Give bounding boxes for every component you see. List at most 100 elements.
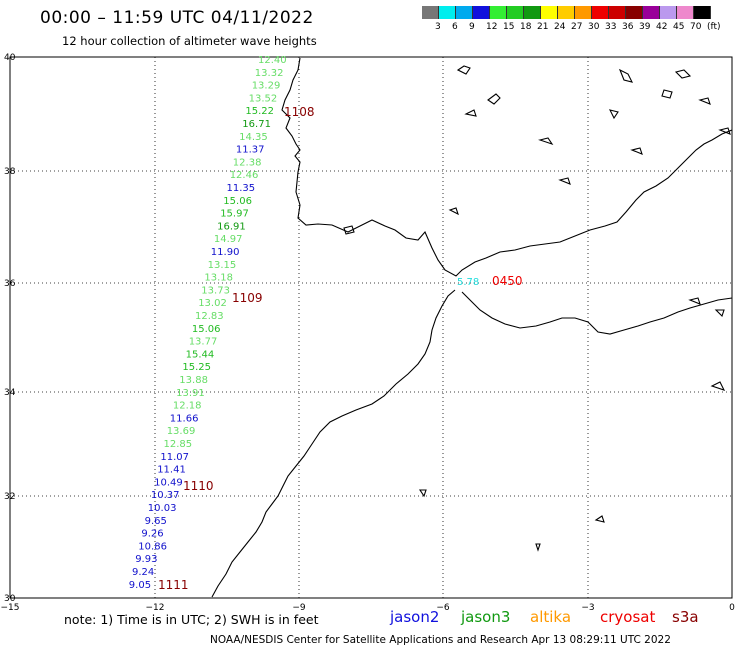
track-value: 15.06 bbox=[192, 324, 221, 335]
track-value: 15.25 bbox=[182, 362, 211, 373]
track-time: 1111 bbox=[158, 578, 189, 592]
cryosat-time: 0450 bbox=[492, 274, 523, 288]
track-time: 1109 bbox=[232, 291, 263, 305]
track-value: 13.77 bbox=[189, 337, 218, 348]
track-value: 15.97 bbox=[220, 209, 249, 220]
satellite-cryosat: cryosat bbox=[600, 608, 656, 626]
credit-footer: NOAA/NESDIS Center for Satellite Applica… bbox=[210, 634, 671, 646]
track-value: 13.91 bbox=[176, 388, 205, 399]
y-tick-label: 30 bbox=[4, 594, 16, 604]
track-value: 11.66 bbox=[170, 413, 199, 424]
track-time: 1110 bbox=[183, 479, 214, 493]
track-value: 11.41 bbox=[157, 465, 186, 476]
track-value: 13.88 bbox=[179, 375, 208, 386]
y-tick-label: 32 bbox=[4, 492, 15, 502]
track-value: 13.15 bbox=[208, 260, 237, 271]
chart-title: 00:00 – 11:59 UTC 04/11/2022 bbox=[40, 8, 314, 28]
track-value: 10.86 bbox=[138, 541, 167, 552]
legend-label: 36 bbox=[622, 22, 634, 32]
legend-label: 39 bbox=[639, 22, 651, 32]
legend-swatch bbox=[422, 6, 439, 19]
track-value: 10.03 bbox=[148, 503, 177, 514]
x-tick-label: −3 bbox=[581, 603, 594, 613]
legend-label: 45 bbox=[673, 22, 685, 32]
x-tick-label: 0 bbox=[729, 603, 735, 613]
legend-label: 70 bbox=[690, 22, 702, 32]
y-tick-label: 36 bbox=[4, 279, 16, 289]
track-value: 14.35 bbox=[239, 132, 268, 143]
track-value: 12.46 bbox=[230, 170, 259, 181]
track-value: 9.65 bbox=[145, 516, 167, 527]
legend-swatch bbox=[507, 6, 524, 19]
color-legend bbox=[422, 6, 711, 19]
legend-label: 21 bbox=[537, 22, 549, 32]
satellite-s3a: s3a bbox=[672, 608, 699, 626]
track-value: 13.69 bbox=[167, 426, 196, 437]
track-value: 16.71 bbox=[242, 119, 271, 130]
legend-label: 6 bbox=[452, 22, 458, 32]
track-value: 13.29 bbox=[252, 81, 281, 92]
track-value: 12.18 bbox=[173, 401, 202, 412]
track-value: 13.32 bbox=[255, 68, 284, 79]
legend-swatch bbox=[558, 6, 575, 19]
track-value: 9.05 bbox=[129, 580, 151, 591]
legend-label: 15 bbox=[503, 22, 515, 32]
track-value: 12.85 bbox=[164, 439, 193, 450]
satellite-jason2: jason2 bbox=[390, 608, 440, 626]
coastline bbox=[211, 57, 733, 598]
legend-label: 30 bbox=[588, 22, 600, 32]
track-value: 10.49 bbox=[154, 477, 183, 488]
track-value: 14.97 bbox=[214, 234, 243, 245]
track-value: 13.18 bbox=[204, 273, 233, 284]
track-value: 9.93 bbox=[135, 554, 157, 565]
map-gridlines bbox=[10, 57, 732, 598]
legend-label: 42 bbox=[656, 22, 668, 32]
legend-swatch bbox=[439, 6, 456, 19]
track-value: 13.52 bbox=[249, 93, 278, 104]
legend-swatch bbox=[643, 6, 660, 19]
track-time: 1108 bbox=[284, 105, 315, 119]
x-tick-label: −12 bbox=[146, 603, 165, 613]
legend-swatch bbox=[524, 6, 541, 19]
legend-swatch bbox=[677, 6, 694, 19]
legend-label: (ft) bbox=[707, 22, 721, 32]
legend-label: 33 bbox=[605, 22, 617, 32]
cryosat-value: 5.78 bbox=[457, 277, 479, 288]
track-value: 11.90 bbox=[211, 247, 240, 258]
track-value: 11.37 bbox=[236, 145, 265, 156]
track-value: 16.91 bbox=[217, 221, 246, 232]
legend-label: 9 bbox=[469, 22, 475, 32]
y-tick-label: 40 bbox=[4, 53, 16, 63]
track-value: 12.83 bbox=[195, 311, 224, 322]
track-value: 15.06 bbox=[223, 196, 252, 207]
chart-subtitle: 12 hour collection of altimeter wave hei… bbox=[62, 34, 317, 48]
legend-label: 24 bbox=[554, 22, 566, 32]
y-axis-ticks: 40 38 36 34 32 30 bbox=[4, 53, 16, 604]
track-value: 11.35 bbox=[227, 183, 256, 194]
legend-label: 27 bbox=[571, 22, 583, 32]
track-value: 13.02 bbox=[198, 298, 227, 309]
x-tick-label: −9 bbox=[292, 603, 306, 613]
track-value: 10.37 bbox=[151, 490, 180, 501]
map-frame bbox=[9, 56, 733, 599]
y-tick-label: 38 bbox=[4, 167, 16, 177]
legend-label: 12 bbox=[486, 22, 498, 32]
track-value: 15.22 bbox=[245, 106, 274, 117]
legend-swatch bbox=[490, 6, 507, 19]
track-value: 9.26 bbox=[141, 529, 163, 540]
footnote: note: 1) Time is in UTC; 2) SWH is in fe… bbox=[64, 612, 319, 627]
x-axis-ticks: −15 −12 −9 −6 −3 0 bbox=[1, 603, 736, 613]
legend-swatch bbox=[456, 6, 473, 19]
legend-swatch bbox=[575, 6, 592, 19]
track-value: 13.73 bbox=[201, 285, 230, 296]
track-value: 11.07 bbox=[160, 452, 189, 463]
track-value: 12.38 bbox=[233, 157, 262, 168]
legend-swatch bbox=[660, 6, 677, 19]
track-value: 9.24 bbox=[132, 567, 154, 578]
x-tick-label: −6 bbox=[436, 603, 450, 613]
legend-swatch bbox=[541, 6, 558, 19]
satellite-jason3: jason3 bbox=[461, 608, 511, 626]
x-tick-label: −15 bbox=[1, 603, 20, 613]
track-value: 15.44 bbox=[186, 349, 215, 360]
